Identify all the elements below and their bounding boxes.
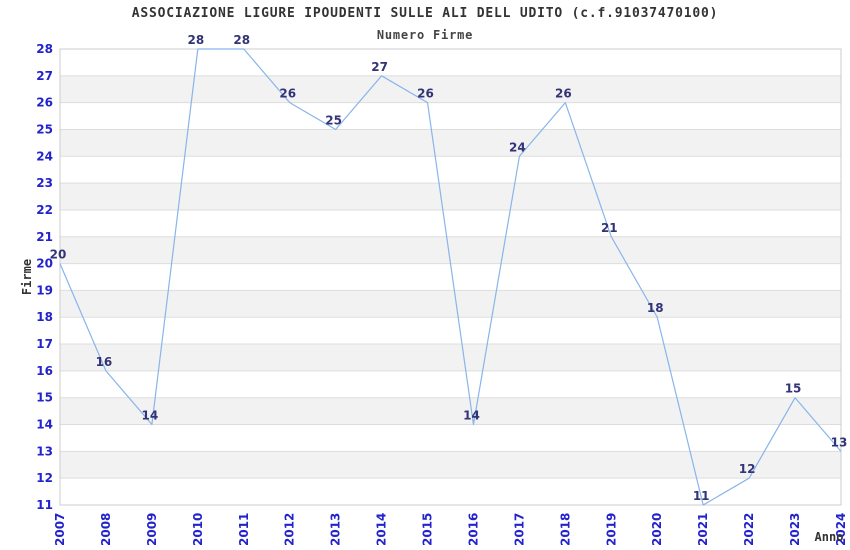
point-label: 14 [463,409,480,423]
y-tick-label: 18 [36,310,53,324]
x-tick-label: 2020 [650,513,664,546]
x-tick-label: 2016 [466,513,480,546]
point-label: 14 [142,409,159,423]
series-line [59,48,842,506]
point-label: 26 [555,87,572,101]
y-tick-label: 16 [36,364,53,378]
x-tick-label: 2008 [99,513,113,546]
y-tick-label: 26 [36,96,53,110]
x-tick-label: 2023 [788,513,802,546]
y-tick-label: 28 [36,42,53,56]
y-tick-label: 24 [36,149,53,163]
point-label: 20 [50,248,67,262]
point-label: 13 [831,435,848,449]
chart-title: ASSOCIAZIONE LIGURE IPOUDENTI SULLE ALI … [131,6,719,21]
x-axis-title: Anno [815,530,844,544]
y-tick-label: 20 [36,257,53,271]
x-tick-label: 2024 [834,513,848,546]
plot-band [60,290,841,318]
point-label: 28 [233,33,250,47]
x-tick-label: 2021 [696,513,710,546]
plot-border [59,48,842,506]
y-tick-label: 23 [36,176,53,190]
chart-subtitle: Numero Firme [376,28,474,42]
plot-band [60,183,841,210]
point-label: 11 [693,489,710,503]
point-label: 25 [325,113,342,127]
plot-band [60,129,841,157]
y-tick-label: 17 [36,337,53,351]
y-tick-label: 12 [36,471,53,485]
x-tick-label: 2011 [237,513,251,546]
x-tick-label: 2009 [145,513,159,546]
x-tick-label: 2018 [558,513,572,546]
point-label: 21 [601,221,618,235]
y-tick-label: 11 [36,498,53,512]
y-tick-label: 27 [36,69,53,83]
plot-band [60,397,841,425]
x-tick-label: 2017 [512,513,526,546]
x-tick-label: 2013 [329,513,343,546]
point-label: 12 [739,462,756,476]
y-tick-label: 25 [36,122,53,136]
x-tick-label: 2015 [421,513,435,546]
point-label: 18 [647,301,664,315]
point-label: 27 [371,60,388,74]
y-tick-label: 15 [36,391,53,405]
y-tick-label: 21 [36,230,53,244]
y-tick-label: 13 [36,444,53,458]
x-tick-label: 2022 [742,513,756,546]
point-label: 16 [96,355,113,369]
plot-band [60,451,841,479]
point-label: 24 [509,140,526,154]
y-tick-label: 19 [36,283,53,297]
point-label: 26 [417,87,434,101]
y-axis-title: Firme [20,259,34,295]
x-tick-label: 2014 [375,513,389,546]
plot-band [60,344,841,371]
y-tick-label: 14 [36,418,53,432]
plot-band [60,236,841,264]
x-tick-label: 2010 [191,513,205,546]
x-tick-label: 2012 [283,513,297,546]
point-label: 28 [187,33,204,47]
point-label: 15 [785,382,802,396]
y-tick-label: 22 [36,203,53,217]
x-tick-label: 2007 [53,513,67,546]
x-tick-label: 2019 [604,513,618,546]
point-label: 26 [279,87,296,101]
plot-band [60,75,841,103]
